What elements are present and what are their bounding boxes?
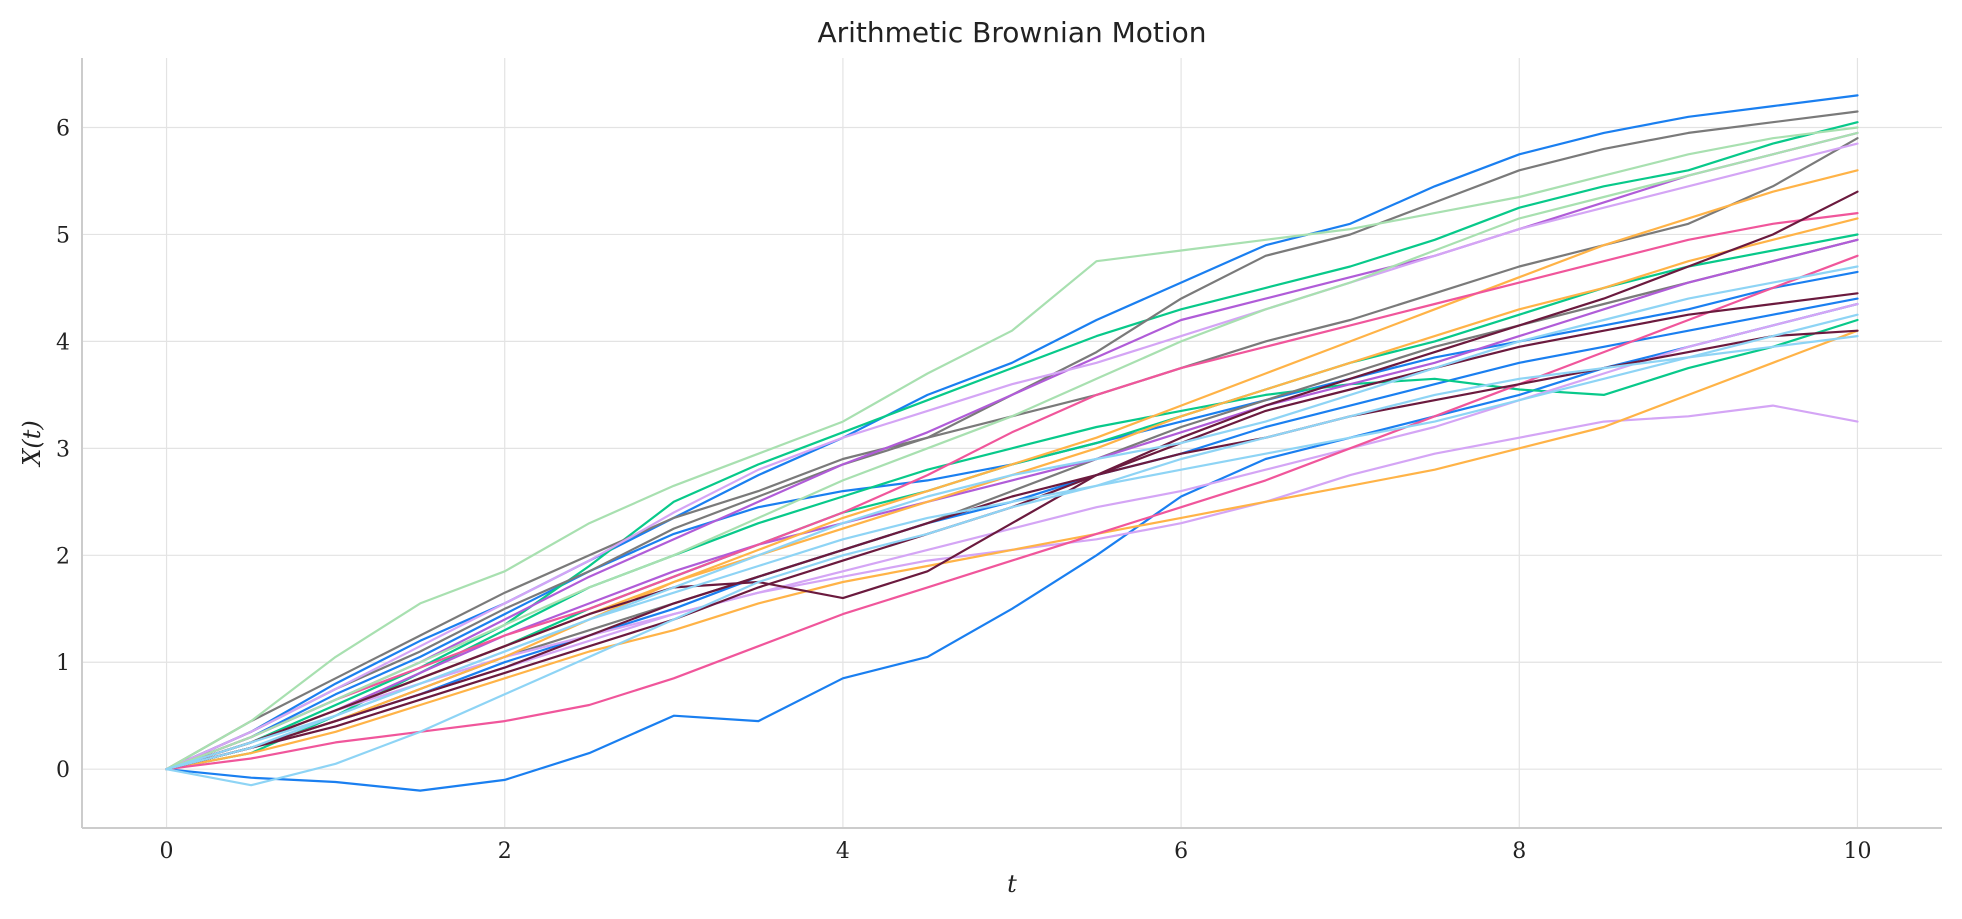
series-line-17 — [165, 329, 1859, 771]
y-tick-label: 4 — [56, 330, 70, 355]
x-tick-label: 6 — [1174, 839, 1188, 864]
series-group — [165, 94, 1859, 792]
series-line-9 — [165, 137, 1859, 771]
series-line-26 — [165, 335, 1859, 787]
chart-title: Arithmetic Brownian Motion — [817, 16, 1206, 49]
series-line-20 — [165, 212, 1859, 771]
series-line-11 — [165, 131, 1859, 771]
x-tick-label: 2 — [498, 839, 512, 864]
x-tick-label: 10 — [1843, 839, 1871, 864]
y-tick-label: 1 — [56, 651, 70, 676]
series-line-23 — [165, 292, 1859, 771]
series-line-12 — [165, 238, 1859, 771]
y-tick-label: 3 — [56, 437, 70, 462]
series-line-14 — [165, 142, 1859, 771]
series-line-13 — [165, 404, 1859, 771]
y-tick-label: 2 — [56, 544, 70, 569]
series-line-19 — [165, 254, 1859, 771]
y-tick-label: 0 — [56, 758, 70, 783]
series-line-21 — [165, 190, 1859, 771]
axes — [81, 58, 1942, 829]
series-line-6 — [165, 318, 1859, 771]
x-axis-label: t — [1007, 870, 1017, 898]
x-tick-label: 8 — [1512, 839, 1526, 864]
series-line-16 — [165, 169, 1859, 771]
series-line-18 — [165, 217, 1859, 771]
x-tick-label: 4 — [836, 839, 850, 864]
x-tick-labels: 0 2 4 6 8 10 — [160, 839, 1872, 864]
series-line-8 — [165, 110, 1859, 771]
series-line-25 — [165, 131, 1859, 771]
series-line-28 — [165, 313, 1859, 771]
y-tick-labels: 0 1 2 3 4 5 6 — [56, 117, 70, 784]
y-axis-label: X(t) — [18, 420, 46, 467]
y-tick-label: 5 — [56, 223, 70, 248]
series-line-2 — [165, 94, 1859, 771]
series-line-5 — [165, 121, 1859, 771]
series-line-22 — [165, 329, 1859, 771]
series-line-24 — [165, 126, 1859, 771]
series-line-1 — [165, 302, 1859, 792]
y-tick-label: 6 — [56, 117, 70, 142]
x-tick-label: 0 — [160, 839, 174, 864]
